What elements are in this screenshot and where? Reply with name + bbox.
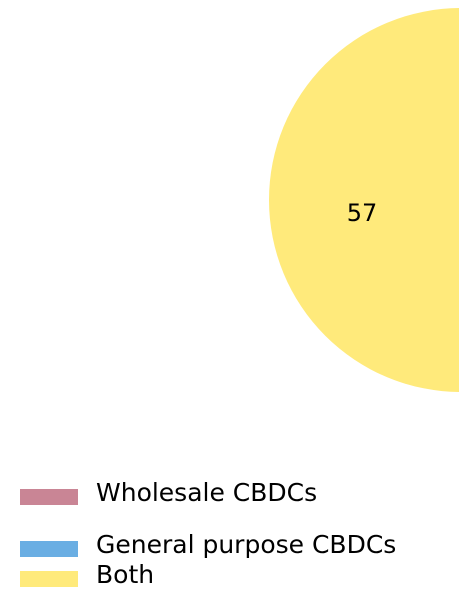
legend-label: Wholesale CBDCs [96, 478, 317, 507]
legend-swatch [20, 541, 78, 557]
slice-label: 57 [347, 199, 378, 227]
legend-label: General purpose CBDCs [96, 530, 396, 559]
pie-slice [269, 8, 459, 392]
legend-swatch [20, 489, 78, 505]
legend-swatch [20, 571, 78, 587]
legend-label: Both [96, 560, 154, 589]
